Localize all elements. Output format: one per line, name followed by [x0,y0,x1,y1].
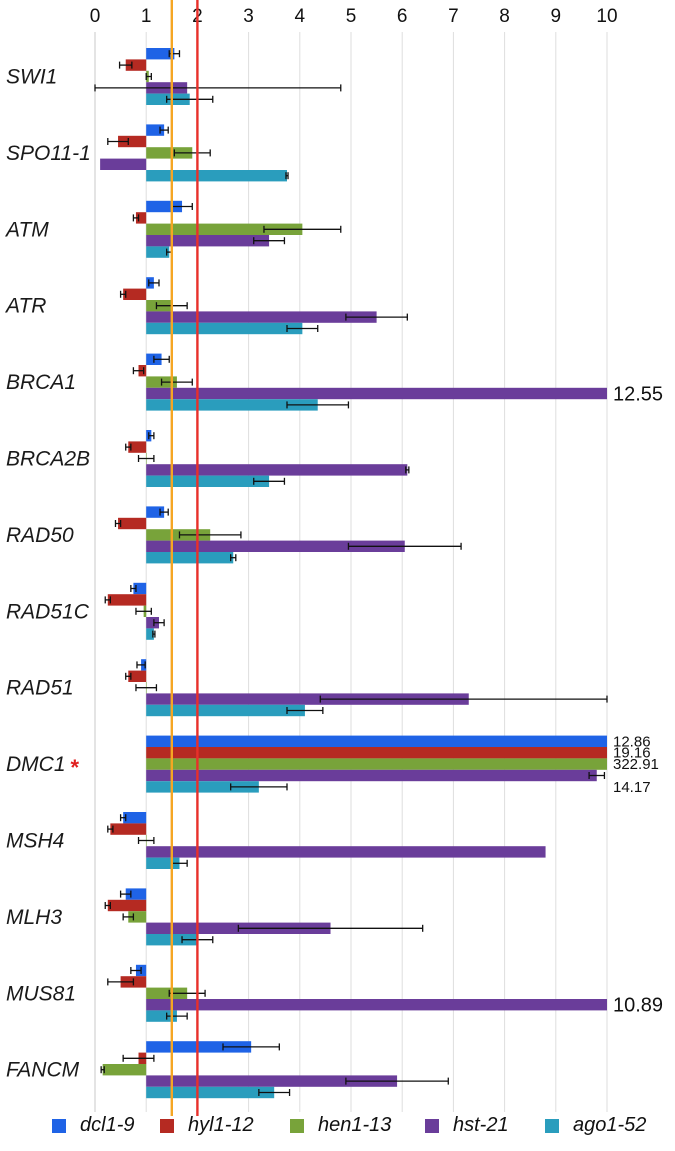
gene-label-msh4: MSH4 [6,830,64,853]
bar-dmc1-dcl1-9 [146,735,607,747]
gene-label-swi1: SWI1 [6,66,57,89]
value-annotation-dmc1-dcl1-9: 12.86 [613,733,651,750]
gene-label-brca2b: BRCA2B [6,448,90,471]
bar-dmc1-ago1-52 [146,781,259,793]
gene-label-rad51c: RAD51C [6,600,90,623]
x-tick-label-3: 3 [243,6,254,27]
bar-atm-hyl1-12 [135,212,147,224]
value-annotation-mus81-hst-21: 10.89 [613,995,663,1017]
bar-fancm-hst-21 [146,1075,398,1087]
bar-msh4-hyl1-12 [110,823,147,835]
bar-mlh3-hen1-13 [128,911,147,923]
value-annotation-dmc1-hen1-13: 322.91 [613,756,659,773]
legend-label-hen1-13: hen1-13 [318,1114,391,1136]
bar-brca2b-hyl1-12 [128,441,147,453]
x-tick-label-7: 7 [448,6,459,27]
bar-brca1-hst-21 [146,387,607,400]
bar-dmc1-hyl1-12 [146,747,607,759]
bar-atr-hyl1-12 [123,288,147,300]
bar-fancm-hen1-13 [102,1064,147,1076]
bar-mlh3-dcl1-9 [125,888,147,900]
bar-rad51c-dcl1-9 [133,582,147,595]
bar-brca2b-ago1-52 [146,475,270,487]
bar-mus81-hen1-13 [146,987,188,999]
bar-swi1-hyl1-12 [125,59,147,71]
value-annotation-brca1-hst-21: 12.55 [613,384,663,406]
legend-swatch-hst-21 [425,1119,439,1133]
gene-label-atr: ATR [4,295,46,318]
legend-swatch-hyl1-12 [160,1119,174,1133]
bar-rad50-hst-21 [146,540,405,552]
gene-label-brca1: BRCA1 [6,371,76,394]
bar-rad51-hyl1-12 [128,670,147,682]
bar-mus81-hst-21 [146,999,607,1011]
x-tick-label-1: 1 [141,6,152,27]
bar-rad51c-hst-21 [146,617,159,629]
bar-fancm-dcl1-9 [146,1041,252,1053]
x-tick-label-10: 10 [596,6,617,27]
bar-atr-ago1-52 [146,322,303,335]
bar-atm-hst-21 [146,235,270,247]
bar-brca2b-hst-21 [146,464,408,476]
bar-rad50-hen1-13 [146,529,211,541]
bar-mlh3-hyl1-12 [107,899,147,912]
x-tick-label-5: 5 [346,6,357,27]
bar-rad50-dcl1-9 [146,506,165,518]
bar-atm-dcl1-9 [146,200,183,213]
bar-rad50-hyl1-12 [118,517,147,530]
gene-label-rad51: RAD51 [6,677,74,700]
x-tick-label-6: 6 [397,6,408,27]
legend-swatch-dcl1-9 [52,1119,66,1133]
x-tick-label-9: 9 [551,6,562,27]
gene-label-mlh3: MLH3 [6,906,62,929]
bar-msh4-ago1-52 [146,857,180,869]
legend-label-hyl1-12: hyl1-12 [188,1114,254,1136]
bar-msh4-dcl1-9 [123,812,147,824]
bar-rad51-ago1-52 [146,704,305,717]
bar-mus81-ago1-52 [146,1010,177,1022]
bar-rad51c-ago1-52 [146,628,154,640]
legend-swatch-hen1-13 [290,1119,304,1133]
x-tick-label-0: 0 [90,6,101,27]
legend-label-hst-21: hst-21 [453,1114,509,1136]
bar-rad50-ago1-52 [146,552,234,564]
bar-swi1-dcl1-9 [146,48,175,60]
bar-dmc1-hst-21 [146,769,597,782]
gene-label-fancm: FANCM [6,1059,80,1082]
bar-fancm-ago1-52 [146,1086,275,1099]
gene-label-rad50: RAD50 [6,524,74,547]
bar-atr-hst-21 [146,311,377,323]
x-tick-label-8: 8 [499,6,510,27]
gene-label-dmc1: DMC1 [6,753,66,776]
bar-spo11-1-dcl1-9 [146,124,165,136]
bar-atm-ago1-52 [146,246,170,258]
bar-spo11-1-ago1-52 [146,170,287,182]
bar-spo11-1-hyl1-12 [118,135,147,148]
gene-label-spo11-1: SPO11-1 [6,142,91,165]
value-annotation-dmc1-hyl1-12: 19.16 [613,745,651,762]
bar-dmc1-hen1-13 [146,758,607,770]
legend-swatch-ago1-52 [545,1119,559,1133]
legend-label-ago1-52: ago1-52 [573,1114,646,1136]
gene-label-atm: ATM [4,218,49,241]
gene-label-mus81: MUS81 [6,982,76,1005]
bar-spo11-1-hst-21 [100,158,147,170]
bar-spo11-1-hen1-13 [146,147,193,159]
significance-asterisk: * [71,755,80,780]
bar-rad51-hst-21 [146,693,469,705]
bar-brca1-ago1-52 [146,399,318,411]
bar-rad51c-hyl1-12 [107,594,147,606]
bar-msh4-hst-21 [146,846,546,858]
value-annotation-dmc1-ago1-52: 14.17 [613,779,651,796]
legend-label-dcl1-9: dcl1-9 [80,1114,134,1136]
x-tick-label-4: 4 [295,6,306,27]
bar-atm-hen1-13 [146,223,303,235]
